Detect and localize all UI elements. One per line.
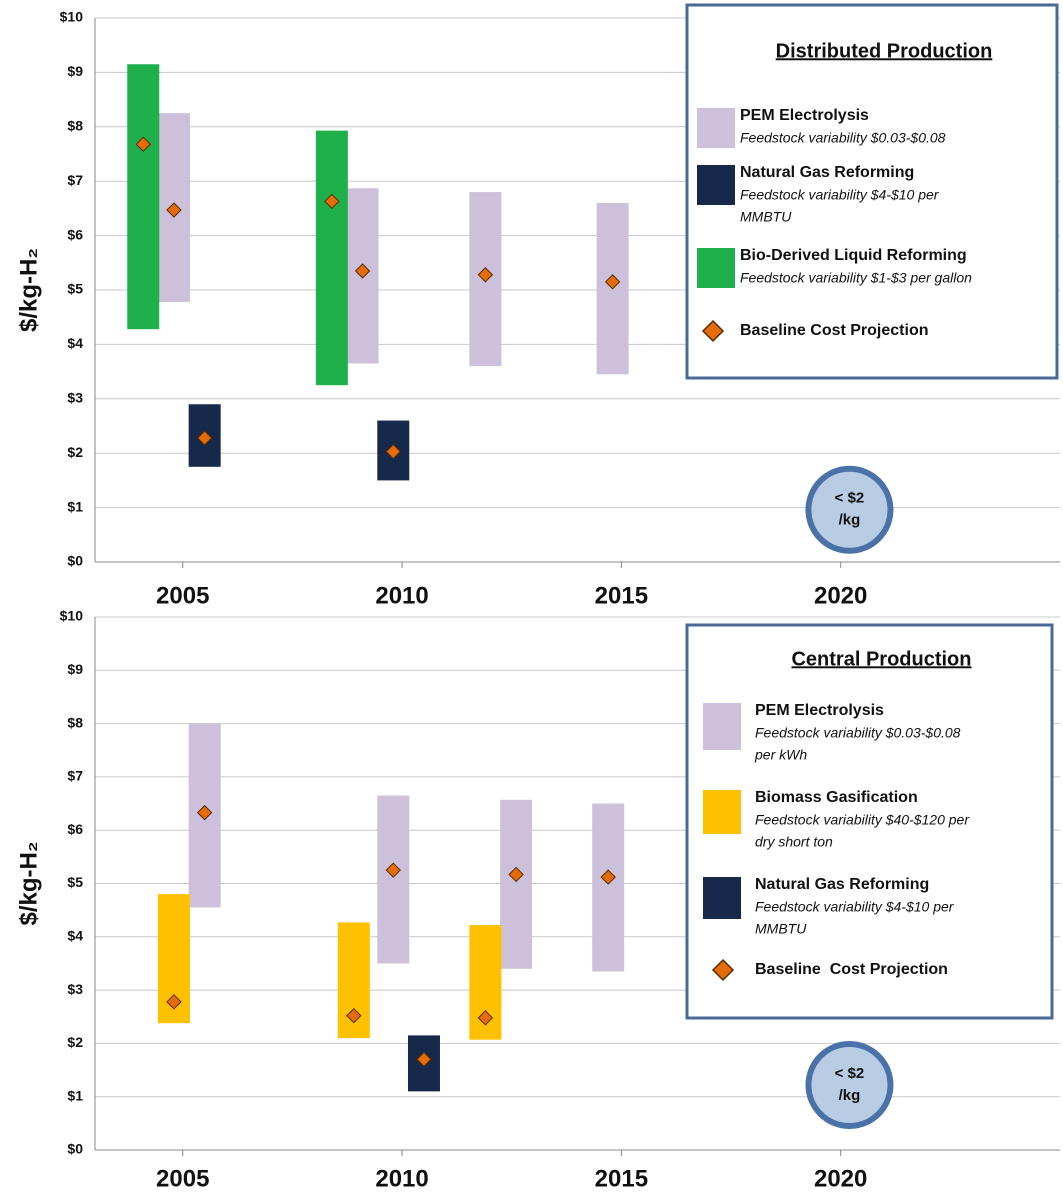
x-tick-label: 2020	[814, 1165, 867, 1192]
range-bar	[127, 64, 160, 330]
range-bar	[315, 130, 348, 386]
y-tick-label: $3	[67, 390, 83, 406]
x-tick-label: 2020	[814, 582, 867, 609]
legend-baseline-name: Baseline Cost Projection	[755, 961, 948, 978]
y-tick-label: $10	[60, 9, 84, 25]
legend-name: PEM Electrolysis	[740, 107, 869, 124]
baseline-marker	[346, 1007, 362, 1024]
legend-description: Feedstock variability $4-$10 per	[755, 899, 955, 915]
y-tick-label: $9	[67, 63, 83, 79]
legend-name: PEM Electrolysis	[755, 702, 884, 719]
y-tick-label: $0	[67, 1141, 83, 1157]
range-bar	[500, 799, 533, 969]
y-tick-label: $7	[67, 172, 83, 188]
legend-description: Feedstock variability $40-$120 per	[755, 812, 970, 828]
y-axis-label: $/kg-H₂	[15, 841, 42, 925]
y-tick-label: $2	[67, 1034, 83, 1050]
legend-swatch	[703, 703, 741, 750]
legend-swatch	[697, 108, 735, 148]
baseline-marker	[508, 866, 524, 883]
legend-description: Feedstock variability $0.03-$0.08	[755, 725, 961, 741]
target-circle	[805, 1040, 894, 1129]
legend-swatch	[703, 877, 741, 919]
baseline-marker	[196, 804, 213, 821]
x-tick-label: 2010	[375, 582, 428, 609]
target-label: < $2	[835, 490, 865, 507]
y-tick-label: $4	[67, 928, 83, 944]
legend-name: Natural Gas Reforming	[740, 164, 914, 181]
legend-description: dry short ton	[755, 834, 833, 850]
x-tick-label: 2015	[595, 1165, 648, 1192]
legend-baseline-marker	[701, 319, 725, 343]
y-tick-label: $8	[67, 714, 83, 730]
x-tick-label: 2015	[595, 582, 648, 609]
legend-name: Natural Gas Reforming	[755, 876, 929, 893]
y-tick-label: $4	[67, 335, 83, 351]
baseline-marker	[477, 1010, 494, 1026]
baseline-marker	[385, 443, 401, 460]
legend-name: Bio-Derived Liquid Reforming	[740, 247, 967, 264]
y-tick-label: $8	[67, 118, 83, 134]
baseline-marker	[604, 274, 621, 290]
baseline-marker	[600, 869, 616, 885]
target-label: /kg	[839, 1087, 861, 1104]
legend-swatch	[697, 248, 735, 288]
legend-box	[685, 3, 1059, 380]
legend-swatch	[703, 790, 741, 834]
baseline-marker	[135, 136, 151, 152]
x-tick-label: 2010	[375, 1165, 428, 1192]
x-tick-label: 2005	[156, 1165, 209, 1192]
legend-description: Feedstock variability $1-$3 per gallon	[740, 270, 972, 286]
y-tick-label: $6	[67, 821, 83, 837]
baseline-marker	[385, 862, 401, 878]
y-axis-label: $/kg-H₂	[15, 248, 42, 332]
range-bar	[377, 795, 410, 964]
y-tick-label: $1	[67, 1087, 83, 1103]
legend-title: Central Production	[791, 648, 971, 670]
baseline-marker	[416, 1051, 432, 1068]
baseline-marker	[196, 430, 213, 446]
y-tick-label: $2	[67, 444, 83, 460]
legend-swatch	[697, 165, 735, 205]
legend-box	[685, 623, 1054, 1020]
legend-description: MMBTU	[755, 921, 807, 937]
legend-baseline-name: Baseline Cost Projection	[740, 322, 929, 339]
x-tick-label: 2005	[156, 582, 209, 609]
baseline-marker	[166, 202, 182, 218]
baseline-marker	[477, 267, 494, 283]
legend-description: per kWh	[754, 747, 807, 763]
range-bar	[592, 803, 625, 972]
target-label: /kg	[839, 512, 861, 529]
target-circle	[805, 465, 894, 554]
baseline-marker	[324, 193, 340, 210]
target-label: < $2	[835, 1065, 865, 1082]
legend-name: Biomass Gasification	[755, 789, 918, 806]
y-tick-label: $5	[67, 874, 83, 890]
y-tick-label: $3	[67, 981, 83, 997]
y-tick-label: $9	[67, 661, 83, 677]
legend-description: MMBTU	[740, 209, 792, 225]
y-tick-label: $5	[67, 281, 83, 297]
legend-description: Feedstock variability $4-$10 per	[740, 187, 940, 203]
y-tick-label: $1	[67, 498, 83, 514]
legend-title: Distributed Production	[776, 40, 993, 62]
legend-description: Feedstock variability $0.03-$0.08	[740, 130, 946, 146]
y-tick-label: $7	[67, 768, 83, 784]
legend-baseline-marker	[711, 958, 735, 982]
y-tick-label: $0	[67, 553, 83, 569]
y-tick-label: $6	[67, 226, 83, 242]
baseline-marker	[166, 994, 182, 1010]
y-tick-label: $10	[60, 608, 84, 624]
baseline-marker	[354, 263, 371, 279]
